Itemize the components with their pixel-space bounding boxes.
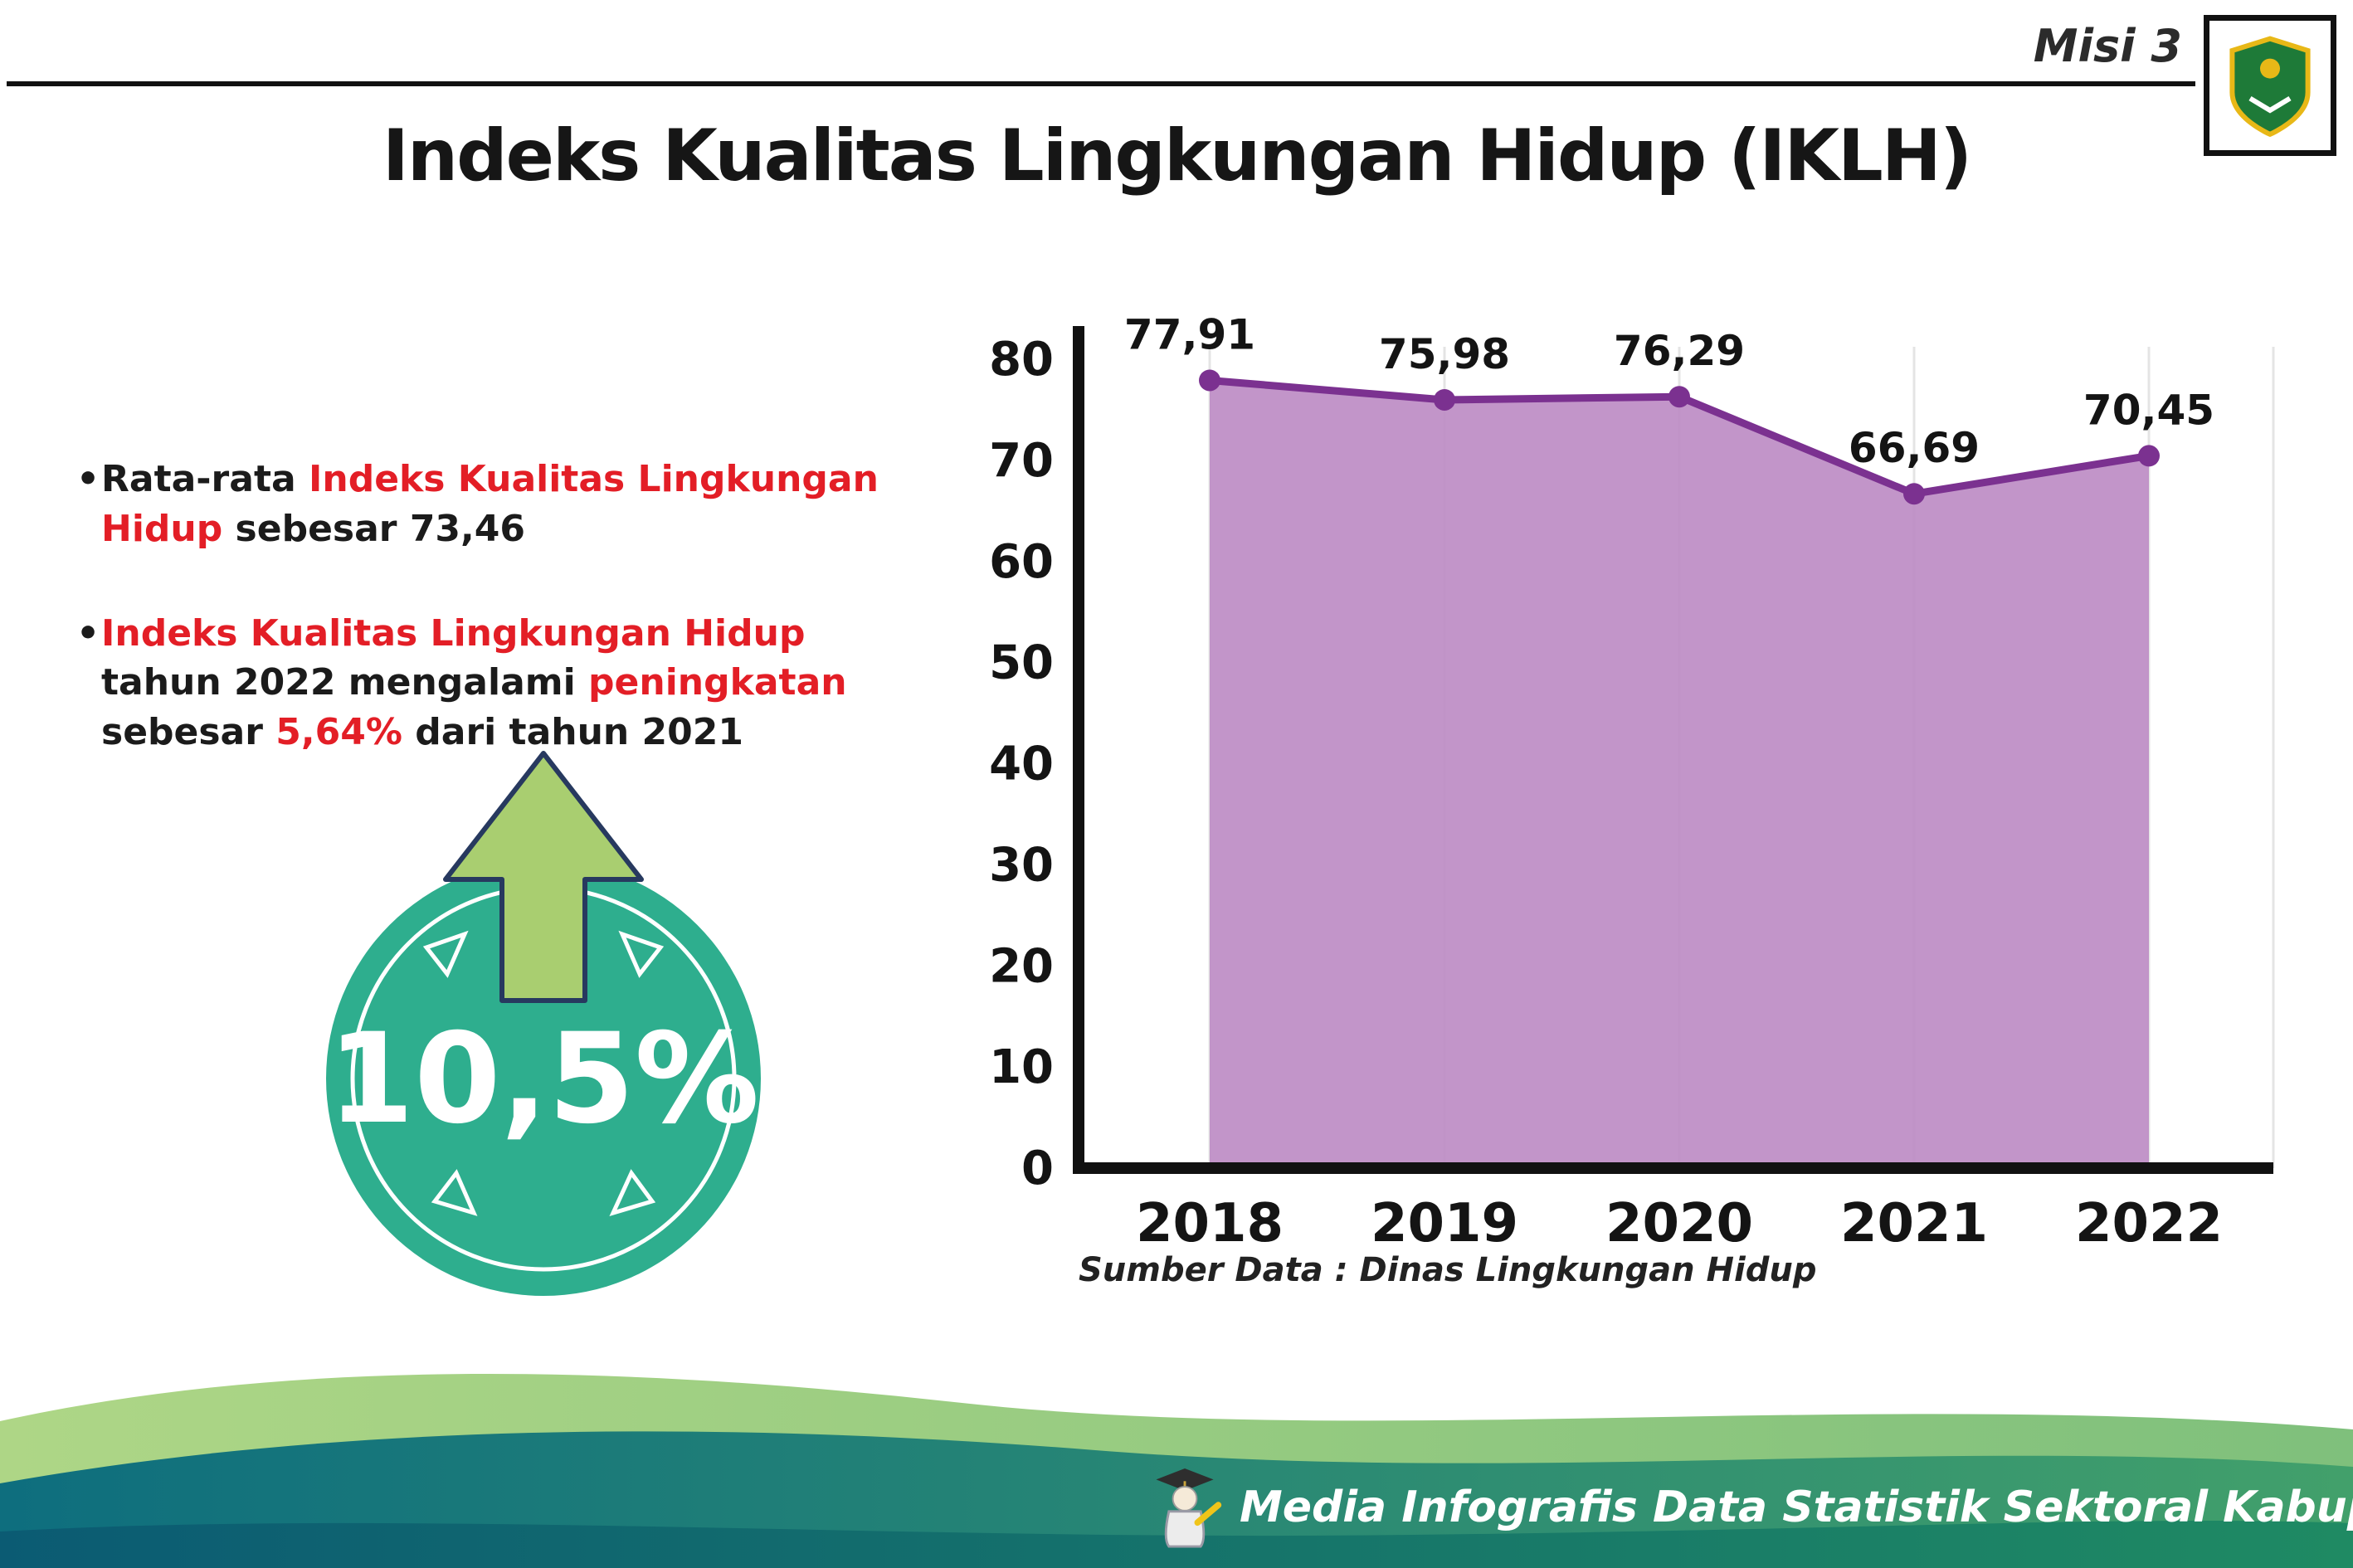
- bullet2-text-3: dari tahun 2021: [402, 711, 744, 754]
- value-label: 66,69: [1849, 424, 1980, 472]
- x-tick-label: 2021: [1840, 1193, 1988, 1254]
- source-note: Sumber Data : Dinas Lingkungan Hidup: [1079, 1251, 1817, 1289]
- badge-tick-sw: [431, 1169, 478, 1216]
- bullet-average-iklh: Rata-rata Indeks Kualitas Lingkungan Hid…: [76, 455, 931, 554]
- data-point: [1199, 369, 1220, 392]
- bullet1-text-red: Indeks Kualitas Lingkungan Hidup: [101, 458, 879, 550]
- value-label: 77,91: [1124, 310, 1255, 358]
- badge-circle: [326, 861, 761, 1296]
- value-label: 76,29: [1614, 327, 1745, 375]
- iklh-area-chart: 0 10 20 30 40 50 60 70 80 2018 2019 2020 2021 2022 77,…: [989, 297, 2321, 1284]
- badge-value: 10,5%: [328, 1007, 759, 1152]
- area-fill: [1210, 380, 2149, 1168]
- footer-text: Media Infografis Data Statistik Sektoral…: [1240, 1483, 2353, 1532]
- up-arrow-icon: [443, 751, 644, 1003]
- increase-badge: 10,5%: [309, 747, 778, 1301]
- value-label: 75,98: [1379, 330, 1510, 378]
- y-tick-label: 30: [989, 838, 1054, 892]
- y-tick-label: 0: [1021, 1142, 1054, 1195]
- area-chart-canvas: 0 10 20 30 40 50 60 70 80 2018 2019 2020 2021 2022 77,…: [989, 310, 2275, 1254]
- bullet2-text-red-1: Indeks Kualitas Lingkungan Hidup: [101, 611, 806, 655]
- kabupaten-madiun-logo: [2204, 15, 2336, 156]
- y-tick-label: 80: [989, 333, 1054, 387]
- misi-label: Misi 3: [2033, 20, 2182, 72]
- x-tick-label: 2022: [2075, 1193, 2223, 1254]
- mascot-icon: [1156, 1468, 1222, 1548]
- x-tick-label: 2019: [1371, 1193, 1518, 1254]
- bullet-iklh-increase: Indeks Kualitas Lingkungan Hidup tahun 2…: [76, 609, 931, 757]
- y-tick-label: 50: [989, 636, 1054, 690]
- value-label: 70,45: [2083, 386, 2214, 434]
- y-tick-label: 20: [989, 939, 1054, 993]
- x-tick-label: 2020: [1605, 1193, 1753, 1254]
- header-rule: [7, 81, 2195, 86]
- bullet2-text-red-3: 5,64%: [275, 711, 402, 754]
- footer-credit: Media Infografis Data Statistik Sektoral…: [1145, 1462, 2353, 1553]
- y-tick-label: 10: [989, 1040, 1054, 1094]
- bullet2-text-1: tahun 2022 mengalami: [101, 661, 589, 704]
- data-point: [2138, 445, 2160, 467]
- data-point: [1903, 483, 1925, 505]
- x-tick-label: 2018: [1136, 1193, 1284, 1254]
- kabupaten-madiun-crest-icon: [2229, 36, 2311, 138]
- y-tick-label: 60: [989, 535, 1054, 589]
- badge-tick-se: [609, 1169, 656, 1216]
- badge-tick-ne: [618, 930, 665, 978]
- summary-bullets: Rata-rata Indeks Kualitas Lingkungan Hid…: [76, 455, 931, 812]
- page-title: Indeks Kualitas Lingkungan Hidup (IKLH): [382, 114, 1972, 197]
- y-tick-label: 70: [989, 434, 1054, 488]
- data-point: [1434, 388, 1455, 411]
- bullet2-text-2: sebesar: [101, 711, 276, 754]
- y-tick-label: 40: [989, 738, 1054, 791]
- bullet2-text-red-2: peningkatan: [588, 661, 847, 704]
- bullet1-text-2: sebesar 73,46: [222, 507, 525, 550]
- badge-tick-nw: [422, 930, 469, 978]
- data-point: [1669, 386, 1690, 408]
- bullet1-text-1: Rata-rata: [101, 458, 309, 500]
